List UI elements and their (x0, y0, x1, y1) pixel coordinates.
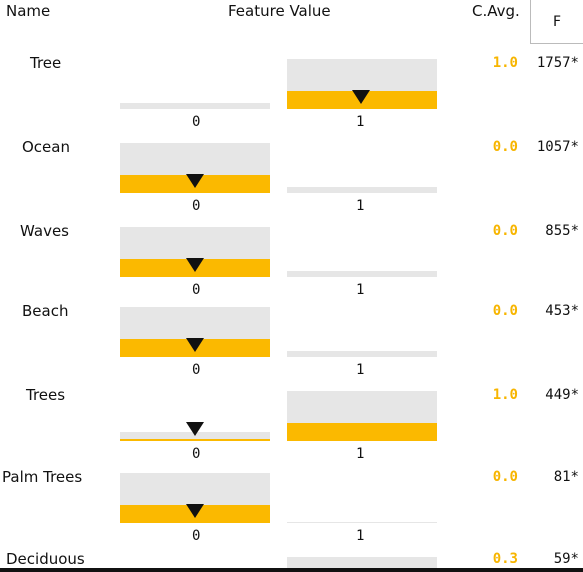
left-tick-label: 0 (192, 114, 201, 130)
right-tick-label: 1 (356, 528, 365, 544)
right-bar-fill (287, 423, 437, 441)
column-header-f[interactable]: F (530, 0, 583, 44)
feature-name: Beach (22, 302, 69, 320)
left-bar-fill (120, 439, 270, 441)
feature-row: Trees 0 1 1.0 449* (0, 384, 583, 468)
cavg-value: 0.0 (492, 469, 518, 485)
feature-row: Tree 0 1 1.0 1757* (0, 52, 583, 136)
right-bar-bg (287, 522, 437, 523)
f-value: 59* (553, 551, 579, 567)
left-tick-label: 0 (192, 282, 201, 298)
f-value: 453* (545, 303, 579, 319)
right-bar-bg (287, 271, 437, 277)
feature-name: Deciduous (6, 550, 85, 568)
cavg-value: 0.0 (492, 139, 518, 155)
feature-name: Ocean (22, 138, 70, 156)
left-tick-label: 0 (192, 362, 201, 378)
right-bar (287, 391, 437, 441)
right-tick-label: 1 (356, 446, 365, 462)
column-header-f-label: F (553, 14, 562, 30)
right-bar-bg (287, 187, 437, 193)
feature-row: Beach 0 1 0.0 453* (0, 300, 583, 384)
bottom-border (0, 568, 583, 572)
f-value: 1057* (536, 139, 579, 155)
feature-row: Ocean 0 1 0.0 1057* (0, 136, 583, 220)
feature-name: Waves (20, 222, 69, 240)
right-tick-label: 1 (356, 282, 365, 298)
left-tick-label: 0 (192, 446, 201, 462)
f-value: 449* (545, 387, 579, 403)
right-bar (287, 557, 437, 571)
value-marker-icon (186, 422, 204, 436)
feature-row: Waves 0 1 0.0 855* (0, 220, 583, 304)
feature-name: Palm Trees (2, 468, 83, 486)
right-tick-label: 1 (356, 198, 365, 214)
left-tick-label: 0 (192, 198, 201, 214)
cavg-value: 0.0 (492, 303, 518, 319)
feature-row: Deciduous 0.3 59* (0, 548, 583, 572)
feature-row: Palm Trees 0 1 0.0 81* (0, 466, 583, 550)
right-tick-label: 1 (356, 362, 365, 378)
column-header-cavg[interactable]: C.Avg. (472, 2, 520, 20)
f-value: 1757* (536, 55, 579, 71)
right-tick-label: 1 (356, 114, 365, 130)
left-bar-bg (120, 103, 270, 109)
value-marker-icon (186, 174, 204, 188)
value-marker-icon (186, 504, 204, 518)
f-value: 81* (553, 469, 579, 485)
column-header-name[interactable]: Name (6, 2, 51, 20)
f-value: 855* (545, 223, 579, 239)
feature-name: Tree (30, 54, 62, 72)
left-tick-label: 0 (192, 528, 201, 544)
right-bar-bg (287, 351, 437, 357)
cavg-value: 1.0 (492, 55, 518, 71)
left-bar (120, 432, 270, 441)
value-marker-icon (186, 258, 204, 272)
cavg-value: 1.0 (492, 387, 518, 403)
value-marker-icon (186, 338, 204, 352)
cavg-value: 0.0 (492, 223, 518, 239)
column-header-feature-value[interactable]: Feature Value (228, 2, 331, 20)
value-marker-icon (352, 90, 370, 104)
feature-name: Trees (26, 386, 66, 404)
cavg-value: 0.3 (492, 551, 518, 567)
